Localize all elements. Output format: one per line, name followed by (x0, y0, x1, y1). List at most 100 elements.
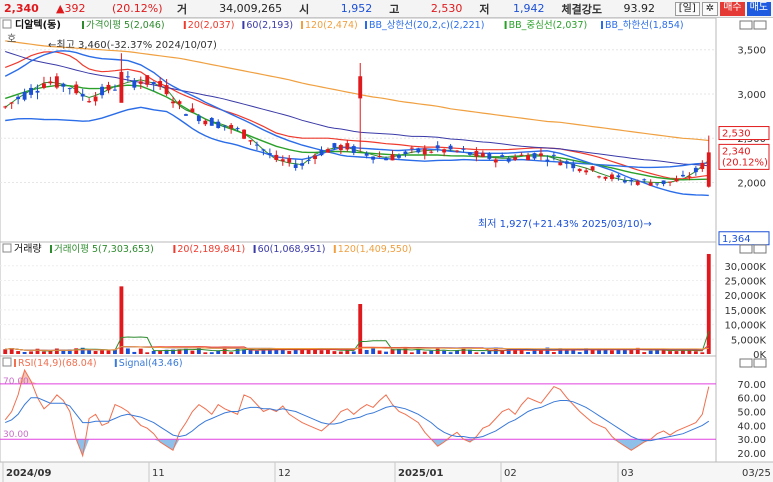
x-tick-label: 2024/09 (6, 468, 51, 479)
candle (222, 125, 227, 127)
candle (545, 159, 550, 162)
stock-chart[interactable]: 디알텍(동) 가격이평 5(2,046) 20(2,037) 60(2,193) 120… (0, 18, 773, 482)
volume-bar (280, 349, 285, 354)
volume-bar (48, 350, 53, 354)
volume-bar (248, 348, 253, 354)
legend-swatch (253, 245, 256, 253)
candle (551, 154, 556, 156)
candle (209, 117, 214, 126)
candle (480, 152, 485, 157)
x-tick-label: 2025/01 (398, 468, 443, 479)
volume-bar (687, 348, 692, 354)
candle (448, 145, 453, 150)
current-price-box (718, 143, 770, 170)
legend-item: Signal(43.46) (119, 358, 183, 369)
candle (648, 182, 653, 186)
price-tick-label: 2,000 (737, 178, 766, 189)
volume-value: 34,009,265 (219, 2, 283, 15)
candle (138, 81, 143, 84)
volume-tick-label: 20,000K (724, 291, 766, 302)
x-tick-label: 03/25 (742, 468, 771, 479)
low-price-label: 1,364 (722, 234, 751, 245)
volume-bar (138, 348, 143, 354)
candle (184, 114, 188, 116)
candle (280, 159, 285, 162)
volume-bar (468, 349, 472, 354)
candle (274, 154, 279, 161)
legend-swatch (601, 21, 603, 29)
volume-panel[interactable]: 거래량 거래이평 5(7,303,653) 20(2,189,841) 60(1,06… (0, 241, 766, 361)
close-icon[interactable] (753, 244, 767, 254)
volume-bar (506, 349, 511, 354)
legend-swatch (173, 245, 176, 253)
high-price-label-box (718, 126, 770, 141)
candle (287, 158, 292, 163)
volume-bar (274, 349, 279, 354)
volume-bar (67, 349, 72, 354)
volume-bar (54, 348, 59, 354)
price-panel[interactable]: 디알텍(동) 가격이평 5(2,046) 20(2,037) 60(2,193) 120… (0, 18, 770, 246)
candle (229, 124, 234, 129)
volume-bar (655, 349, 660, 354)
candle (100, 86, 104, 96)
volume-bar (319, 350, 324, 354)
candle (293, 164, 298, 168)
legend-swatch (114, 359, 117, 367)
maximize-icon[interactable] (739, 20, 753, 30)
legend-swatch (333, 245, 336, 253)
period-button[interactable]: [일] (674, 1, 700, 16)
rsi-tick-label: 30.00 (737, 435, 766, 446)
candle (313, 155, 317, 160)
buy-button[interactable]: 매수 (720, 1, 745, 16)
volume-bar (338, 351, 343, 354)
candle (493, 159, 498, 163)
sell-button[interactable]: 매도 (746, 1, 771, 16)
candle (151, 82, 156, 85)
volume-bar (74, 348, 79, 354)
volume-bar (480, 352, 485, 354)
maximize-icon[interactable] (739, 358, 753, 368)
volume-bar (597, 349, 601, 354)
volume-bar (616, 348, 621, 354)
collapse-icon[interactable] (2, 357, 12, 367)
collapse-icon[interactable] (2, 243, 12, 253)
volume-bar (532, 349, 537, 354)
strength-value: 93.92 (623, 2, 655, 15)
collapse-icon[interactable] (2, 19, 12, 29)
candle (577, 168, 582, 172)
candle (164, 85, 169, 95)
volume-tick-label: 30,000K (724, 262, 766, 273)
volume-bar (9, 348, 14, 354)
volume-bar (674, 351, 679, 354)
gear-icon[interactable]: ✲ (701, 1, 719, 16)
candle (384, 158, 388, 161)
current-price-label: 2,340 (722, 146, 751, 157)
candle (338, 145, 343, 151)
candle (3, 106, 8, 108)
volume-bar (125, 348, 130, 354)
volume-bar (571, 349, 576, 354)
candle (584, 170, 589, 173)
panel-tag: 호 (7, 33, 16, 45)
volume-bar (261, 348, 266, 354)
candle (397, 155, 401, 158)
candle (326, 149, 330, 153)
volume-bar (629, 349, 634, 354)
volume-bar (113, 349, 117, 354)
volume-tick-label: 10,000K (724, 321, 766, 332)
candle (371, 156, 376, 160)
candle (622, 180, 627, 183)
rsi-panel[interactable]: 70.00 30.00 RSI(14,9)(68.04) Signal(43.46)… (0, 355, 766, 463)
volume-bar (106, 350, 111, 354)
candle (67, 88, 72, 90)
volume-bar (610, 350, 614, 354)
close-icon[interactable] (753, 20, 767, 30)
volume-bar (300, 348, 305, 354)
legend-swatch (504, 21, 507, 29)
maximize-icon[interactable] (739, 244, 753, 254)
legend-item: BB_상한선(20,2,c)(2,221) (369, 20, 484, 31)
volume-bar (216, 350, 221, 354)
close-icon[interactable] (753, 358, 767, 368)
candle (390, 154, 395, 161)
ma20-line (4, 51, 709, 180)
